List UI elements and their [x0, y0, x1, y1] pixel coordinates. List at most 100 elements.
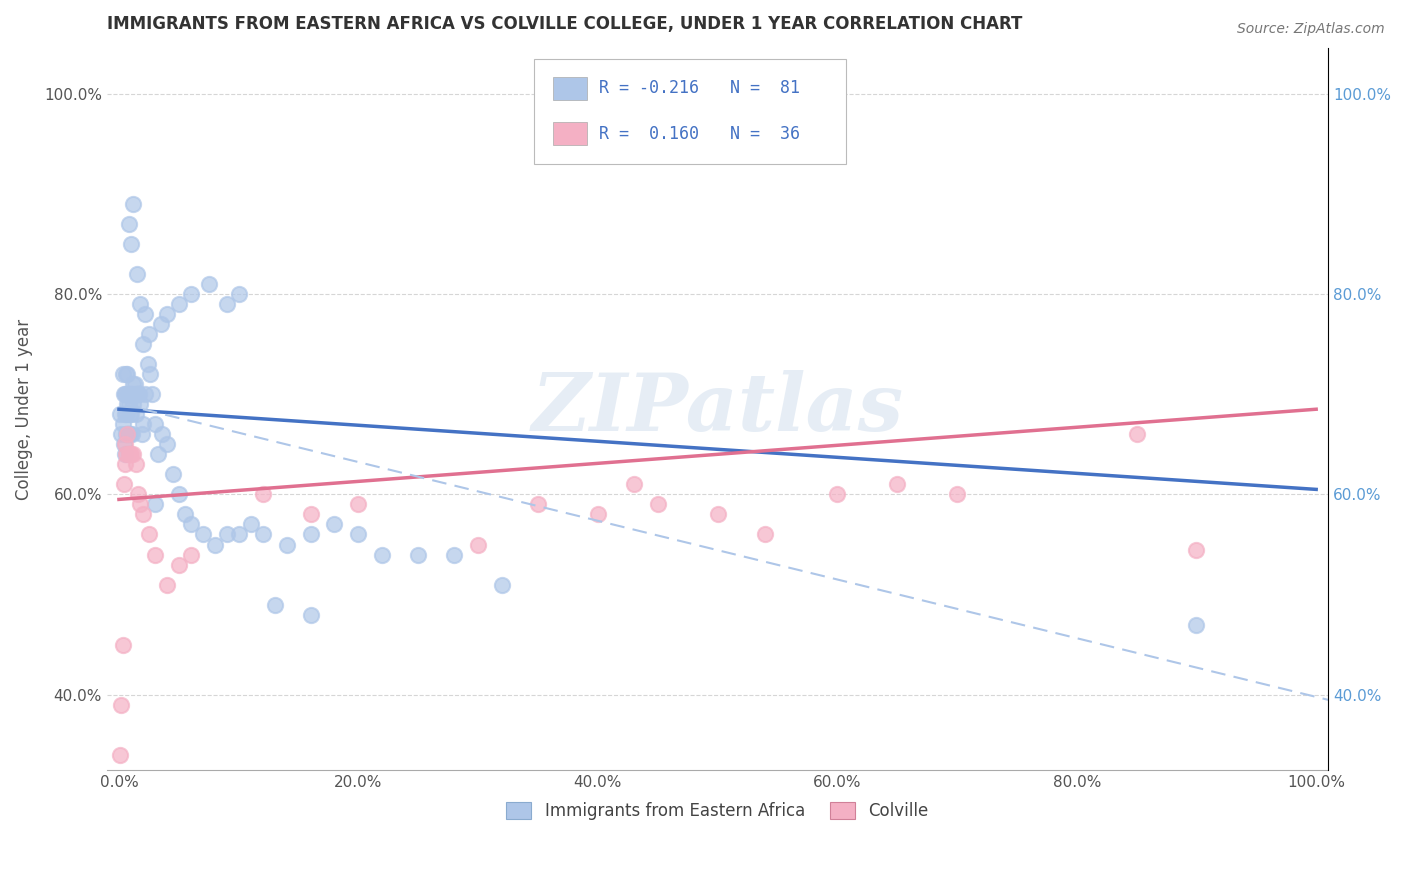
Point: [148, 447, 170, 461]
Point: [132, 508, 155, 522]
Point: [120, 387, 142, 401]
Point: [129, 498, 152, 512]
Point: [129, 297, 152, 311]
Point: [886, 477, 908, 491]
Point: [347, 498, 370, 512]
Text: ZIPatlas: ZIPatlas: [531, 370, 904, 448]
Point: [371, 548, 394, 562]
Text: N =  36: N = 36: [730, 125, 800, 143]
Point: [406, 548, 429, 562]
Point: [173, 508, 195, 522]
Point: [118, 427, 141, 442]
Point: [118, 407, 141, 421]
Point: [167, 297, 190, 311]
Point: [827, 487, 849, 501]
Text: Source: ZipAtlas.com: Source: ZipAtlas.com: [1237, 22, 1385, 37]
Point: [117, 217, 139, 231]
Point: [347, 527, 370, 541]
Point: [276, 537, 298, 551]
Point: [111, 367, 134, 381]
Point: [108, 407, 131, 421]
Point: [228, 527, 250, 541]
Point: [150, 427, 173, 442]
Point: [1185, 542, 1208, 557]
Point: [706, 508, 728, 522]
Point: [134, 307, 156, 321]
Point: [118, 447, 141, 461]
Point: [491, 577, 513, 591]
Point: [299, 508, 322, 522]
Point: [215, 527, 238, 541]
Point: [125, 387, 148, 401]
Point: [299, 527, 322, 541]
Point: [162, 467, 184, 482]
Point: [115, 447, 138, 461]
Point: [114, 387, 136, 401]
Point: [467, 537, 489, 551]
Point: [143, 498, 166, 512]
Point: [128, 387, 150, 401]
Point: [127, 487, 149, 501]
Point: [191, 527, 214, 541]
Point: [623, 477, 645, 491]
Y-axis label: College, Under 1 year: College, Under 1 year: [15, 318, 32, 500]
Bar: [553, 77, 586, 100]
Point: [197, 277, 219, 291]
Point: [117, 427, 139, 442]
Point: [149, 317, 172, 331]
Point: [117, 387, 139, 401]
Point: [252, 487, 274, 501]
Point: [180, 517, 202, 532]
Point: [122, 397, 145, 411]
Point: [167, 487, 190, 501]
Point: [132, 417, 155, 432]
Point: [156, 577, 179, 591]
Point: [118, 387, 141, 401]
Point: [527, 498, 550, 512]
Point: [117, 427, 139, 442]
Point: [124, 377, 146, 392]
Point: [443, 548, 465, 562]
Text: R = -0.216: R = -0.216: [599, 79, 699, 97]
Point: [125, 458, 148, 472]
Text: R =  0.160: R = 0.160: [599, 125, 699, 143]
Point: [114, 447, 136, 461]
Point: [114, 458, 136, 472]
Point: [156, 437, 179, 451]
Point: [156, 307, 179, 321]
Point: [647, 498, 669, 512]
Point: [754, 527, 776, 541]
Point: [117, 447, 139, 461]
FancyBboxPatch shape: [534, 59, 846, 164]
Point: [110, 427, 132, 442]
Point: [143, 548, 166, 562]
Point: [117, 397, 139, 411]
Point: [143, 417, 166, 432]
Point: [120, 447, 142, 461]
Point: [129, 397, 152, 411]
Point: [252, 527, 274, 541]
Legend: Immigrants from Eastern Africa, Colville: Immigrants from Eastern Africa, Colville: [499, 795, 935, 827]
Point: [117, 397, 139, 411]
Point: [122, 377, 145, 392]
Point: [120, 407, 142, 421]
Point: [108, 747, 131, 762]
Point: [122, 447, 145, 461]
Point: [215, 297, 238, 311]
Point: [141, 387, 163, 401]
Point: [136, 357, 159, 371]
Point: [139, 367, 162, 381]
Point: [114, 407, 136, 421]
Point: [132, 337, 155, 351]
Point: [117, 427, 139, 442]
Point: [180, 548, 202, 562]
Point: [299, 607, 322, 622]
Point: [115, 407, 138, 421]
Point: [138, 527, 160, 541]
Point: [946, 487, 969, 501]
Point: [323, 517, 346, 532]
Point: [239, 517, 262, 532]
Point: [131, 427, 153, 442]
Point: [121, 427, 143, 442]
Bar: [553, 122, 586, 145]
